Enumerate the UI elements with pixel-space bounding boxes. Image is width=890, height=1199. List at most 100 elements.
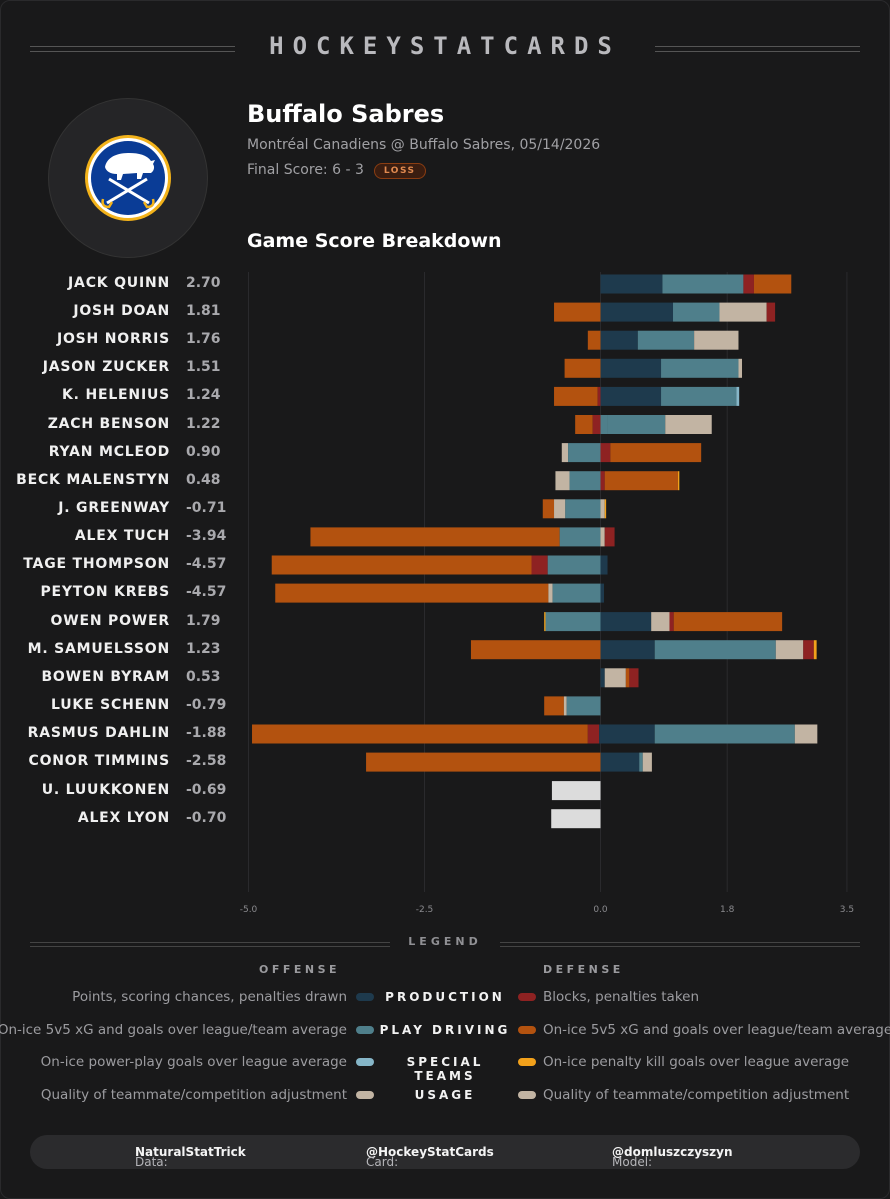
bar-segment [600, 471, 605, 491]
bar-segment [561, 443, 569, 463]
x-tick-label: 0.0 [593, 905, 608, 915]
legend-offense-swatch [356, 993, 374, 1001]
footer-card-label: Card: [366, 1155, 399, 1169]
legend-category: PLAY DRIVING [379, 1022, 511, 1037]
player-game-score: 1.24 [186, 387, 221, 404]
legend-defense-swatch [518, 1058, 536, 1067]
legend-offense-swatch [356, 1091, 374, 1100]
bar-segment [813, 640, 817, 660]
player-game-score: 0.90 [186, 443, 221, 460]
bar-segment [552, 583, 601, 603]
footer-model-label: Model: [612, 1155, 653, 1169]
player-game-score: 1.79 [186, 612, 221, 629]
bar-segment [600, 330, 638, 350]
player-name: ZACH BENSON [47, 415, 170, 432]
bar-segment [252, 724, 588, 744]
bar-segment [766, 302, 776, 322]
footer-bar: Data: NaturalStatTrick Card: @HockeyStat… [30, 1135, 860, 1169]
bar-segment [470, 640, 601, 660]
player-game-score: -1.88 [186, 725, 227, 741]
player-game-score: -3.94 [186, 527, 227, 544]
player-game-score: 0.53 [186, 668, 221, 685]
bar-segment [669, 612, 674, 632]
legend-defense-desc: Blocks, penalties taken [543, 989, 700, 1005]
player-name: RYAN MCLEOD [48, 443, 170, 460]
legend-defense-swatch [518, 1091, 536, 1100]
legend-offense-head: OFFENSE [259, 963, 341, 976]
bar-segment [600, 583, 605, 603]
legend-offense-swatch [356, 1058, 374, 1067]
bar-segment [637, 330, 695, 350]
legend-header: LEGEND [30, 935, 860, 955]
bar-segment [600, 752, 640, 772]
bar-segment [629, 668, 639, 688]
footer-card-value: @HockeyStatCards [366, 1145, 494, 1159]
legend-row: Points, scoring chances, penalties drawn… [0, 988, 890, 1010]
legend-defense-desc: Quality of teammate/competition adjustme… [543, 1087, 850, 1104]
legend-row: On-ice 5v5 xG and goals over league/team… [0, 1021, 890, 1043]
brand-divider-left [30, 46, 235, 52]
bar-segment [738, 358, 743, 378]
bar-segment [310, 527, 560, 547]
bar-segment [600, 358, 662, 378]
team-logo [48, 98, 208, 258]
legend-defense-desc: On-ice 5v5 xG and goals over league/team… [543, 1021, 890, 1038]
player-name: RASMUS DAHLIN [27, 725, 170, 741]
team-name: Buffalo Sabres [247, 100, 445, 128]
bar-segment [642, 752, 652, 772]
player-game-score: 1.76 [186, 331, 221, 348]
bar-segment [555, 471, 570, 491]
legend-defense-desc: On-ice penalty kill goals over league av… [543, 1054, 850, 1071]
player-name: JOSH DOAN [73, 303, 170, 320]
player-game-score: -4.57 [186, 584, 227, 601]
bar-segment [531, 555, 548, 575]
bar-segment [551, 809, 601, 829]
player-name: M. SAMUELSSON [27, 640, 170, 657]
brand-title: HOCKEYSTATCARDS [269, 32, 621, 60]
bar-segment [587, 724, 600, 744]
bar-segment [604, 668, 626, 688]
bar-segment [565, 499, 601, 519]
bar-segment [366, 752, 601, 772]
bar-segment [544, 612, 546, 632]
x-tick-label: -5.0 [240, 905, 258, 915]
bar-segment [600, 443, 611, 463]
player-game-score: -2.58 [186, 753, 227, 770]
bar-segment [554, 302, 601, 322]
legend-row: Quality of teammate/competition adjustme… [0, 1086, 890, 1108]
bar-segment [271, 555, 532, 575]
footer-card-credit: Card: @HockeyStatCards [366, 1145, 494, 1169]
player-name: ALEX TUCH [74, 527, 170, 544]
legend-defense-swatch [518, 1025, 536, 1034]
bar-segment [736, 386, 740, 406]
legend-offense-desc: Points, scoring chances, penalties drawn [72, 989, 347, 1005]
legend-divider-left [30, 942, 390, 947]
player-name: BECK MALENSTYN [16, 471, 170, 488]
bar-segment [654, 724, 795, 744]
bar-segment [607, 415, 666, 434]
bar-segment [275, 583, 549, 603]
bar-segment [673, 302, 720, 322]
footer-model-credit: Model: @domluszczyszyn [612, 1145, 733, 1169]
brand-header: HOCKEYSTATCARDS [30, 32, 860, 66]
bar-segment [564, 358, 601, 378]
bar-segment [568, 443, 601, 463]
player-name: LUKE SCHENN [51, 696, 170, 713]
player-name: OWEN POWER [50, 612, 170, 629]
player-game-score: -0.71 [186, 499, 227, 516]
x-tick-label: 3.5 [840, 905, 854, 915]
bar-segment [554, 499, 566, 519]
bar-segment [743, 274, 754, 294]
player-game-score: -0.79 [186, 696, 227, 713]
player-game-score: -0.70 [186, 809, 227, 826]
bar-segment [651, 612, 670, 632]
x-tick-label: 1.8 [720, 905, 735, 915]
legend-offense-swatch [356, 1025, 374, 1034]
player-name: U. LUUKKONEN [41, 781, 170, 798]
bar-plot: -5.0 -2.5 0.0 1.8 3.5 [240, 272, 854, 915]
bar-segment [542, 499, 555, 519]
x-tick-label: -2.5 [416, 905, 434, 915]
player-game-score: -0.69 [186, 781, 227, 798]
legend-divider-right [500, 942, 860, 947]
bar-segment [551, 781, 601, 801]
